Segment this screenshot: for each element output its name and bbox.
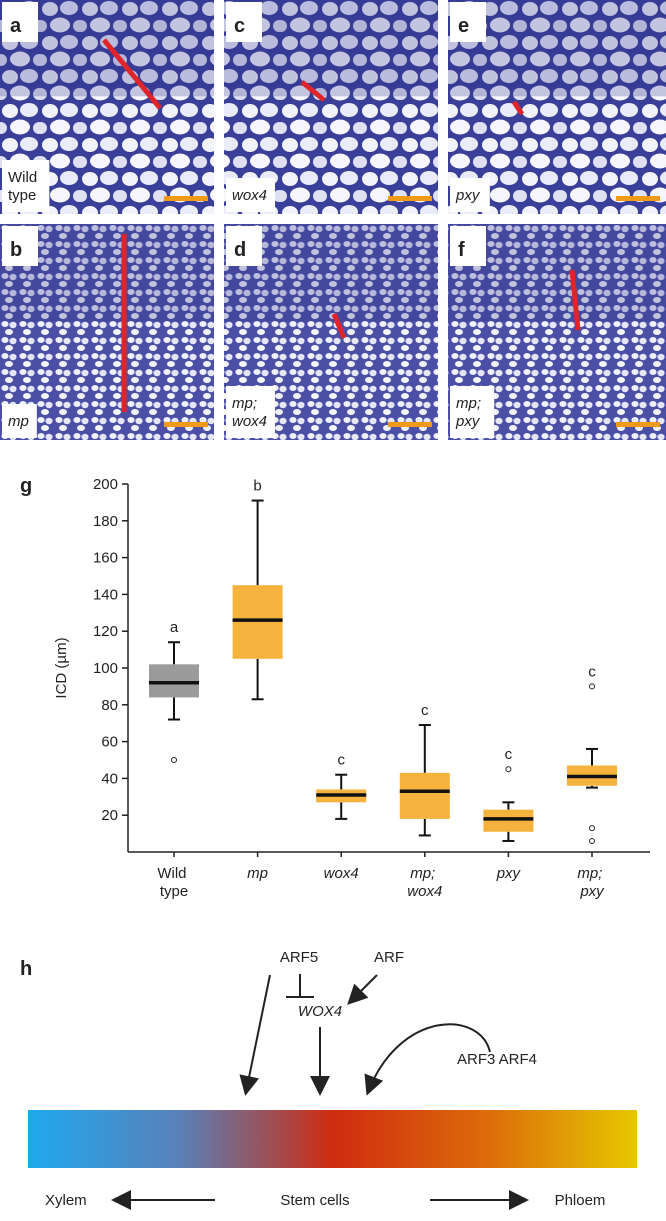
arf3-arf4: ARF3 ARF4 xyxy=(457,1051,537,1068)
wox4: WOX4 xyxy=(298,1003,342,1020)
outlier xyxy=(589,825,595,832)
label-box xyxy=(226,386,276,438)
y-tick-label: 60 xyxy=(101,734,118,751)
panel-label: Wild type xyxy=(8,169,41,204)
x-tick-label: mp; pxy xyxy=(577,865,606,900)
panel-label: mp xyxy=(8,413,29,430)
arf: ARF xyxy=(374,949,404,966)
scale-bar xyxy=(164,196,208,201)
panel-letter: h xyxy=(20,958,32,980)
label-box xyxy=(450,386,495,438)
group-label: b xyxy=(253,478,261,495)
y-tick-label: 200 xyxy=(93,476,118,493)
panel-letter: e xyxy=(458,15,469,37)
xylem: Xylem xyxy=(45,1192,87,1209)
scale-bar xyxy=(388,422,432,427)
outlier xyxy=(589,837,595,844)
letter-box xyxy=(2,2,38,42)
measure-line xyxy=(569,269,581,331)
x-tick-label: pxy xyxy=(496,865,522,882)
label-box xyxy=(226,178,276,212)
y-tick-label: 80 xyxy=(101,697,118,714)
y-tick-label: 140 xyxy=(93,586,118,603)
panel-letter: c xyxy=(234,15,245,37)
panel-label: mp; pxy xyxy=(455,395,485,430)
x-tick-label: Wild type xyxy=(157,865,190,900)
box xyxy=(483,809,534,832)
measure-line xyxy=(511,100,525,116)
panel-label: mp; wox4 xyxy=(232,395,267,430)
x-tick-label: mp xyxy=(247,865,268,882)
label-box xyxy=(450,178,490,212)
box-plot: g ICD (µm) 20 40 60 80 100 120 140 160 180 200 a Wild… xyxy=(20,475,650,900)
box xyxy=(399,772,450,819)
scale-bar xyxy=(164,422,208,427)
gradient-bar xyxy=(28,1110,637,1168)
y-axis-label: ICD (µm) xyxy=(53,637,70,698)
panel-letter: f xyxy=(458,239,465,261)
arrow xyxy=(239,974,271,1096)
group-label: c xyxy=(505,746,513,763)
label-box xyxy=(2,160,50,212)
y-tick-label: 100 xyxy=(93,660,118,677)
group-label: c xyxy=(337,752,345,769)
scale-bar xyxy=(616,196,660,201)
arrow xyxy=(364,1023,491,1096)
y-tick-label: 180 xyxy=(93,513,118,530)
group-label: c xyxy=(588,663,596,680)
stem-cells: Stem cells xyxy=(280,1192,349,1209)
letter-box xyxy=(226,226,262,266)
y-tick-label: 40 xyxy=(101,770,118,787)
x-tick-label: wox4 xyxy=(324,865,359,882)
arrow xyxy=(347,974,378,1005)
outlier xyxy=(589,683,595,690)
x-tick-label: mp; wox4 xyxy=(407,865,442,900)
panel-letter: d xyxy=(234,239,246,261)
outlier xyxy=(171,757,177,763)
micrographs: a Wild type b mp c wox4 d mp; wox4 e pxy f mp; pxy xyxy=(0,0,666,440)
measure-line xyxy=(102,38,162,110)
group-label: a xyxy=(170,619,179,636)
box xyxy=(232,585,283,659)
diagram: h ARF5 ARF WOX4 ARF3 ARF4 Xylem Stem cel… xyxy=(20,949,637,1210)
y-tick-label: 160 xyxy=(93,550,118,567)
box xyxy=(149,664,199,698)
group-label: c xyxy=(421,702,429,719)
panel-label: wox4 xyxy=(232,187,267,204)
phloem: Phloem xyxy=(555,1192,606,1209)
letter-box xyxy=(2,226,38,266)
panel-label: pxy xyxy=(455,187,481,204)
scale-bar xyxy=(388,196,432,201)
letter-box xyxy=(450,226,486,266)
panel-letter: g xyxy=(20,475,32,497)
y-tick-label: 20 xyxy=(101,807,118,824)
scale-bar xyxy=(616,422,660,427)
letter-box xyxy=(450,2,486,42)
panel-letter: a xyxy=(10,15,22,37)
measure-line xyxy=(331,313,347,339)
panel-letter: b xyxy=(10,239,22,261)
outlier xyxy=(505,766,512,773)
letter-box xyxy=(226,2,262,42)
arf5: ARF5 xyxy=(280,949,318,966)
y-tick-label: 120 xyxy=(93,623,118,640)
label-box xyxy=(2,404,37,438)
measure-line xyxy=(300,80,326,102)
